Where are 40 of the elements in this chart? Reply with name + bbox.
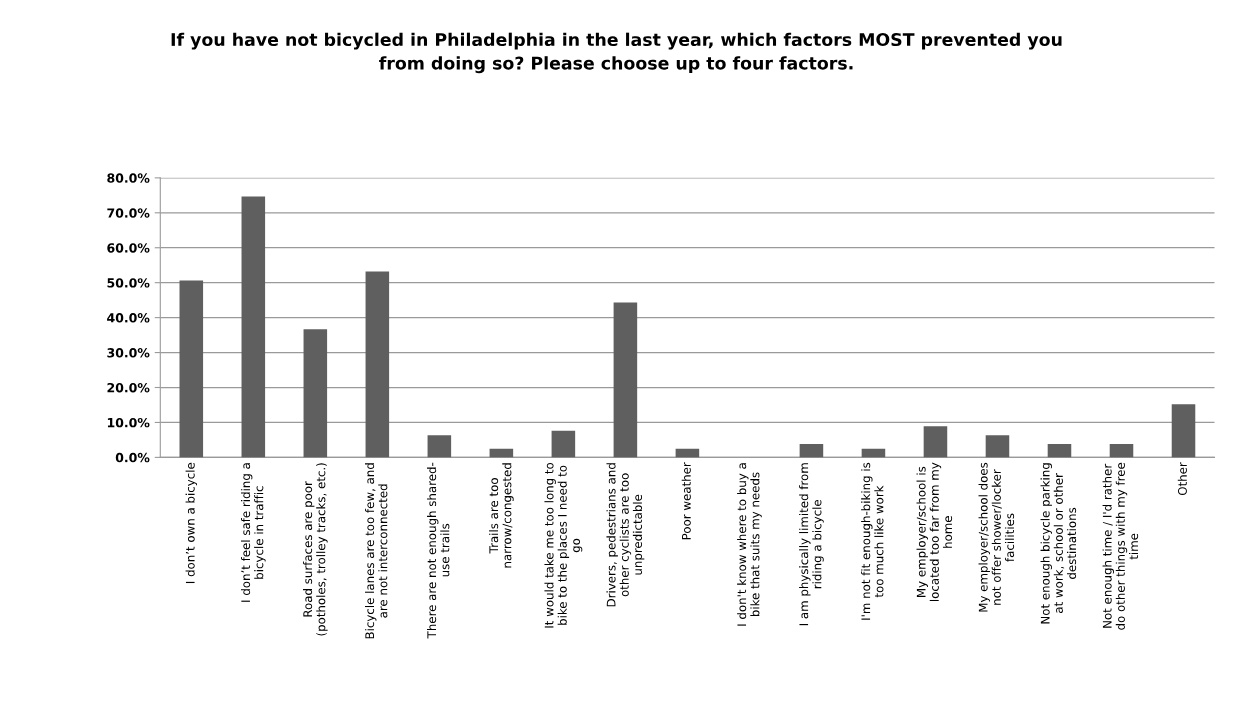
x-tick-label: Drivers, pedestrians and other cyclists are too unpredictable bbox=[606, 463, 645, 607]
y-tick-label: 10.0% bbox=[107, 417, 150, 428]
bar bbox=[551, 430, 576, 458]
x-tick-label: My employer/school does not offer shower/locker facilities bbox=[978, 462, 1015, 612]
y-tick-label: 50.0% bbox=[107, 278, 150, 288]
x-tick-label: Not enough time / I'd rather do other things with my free time bbox=[1102, 462, 1139, 630]
x-tick-label: Bicycle lanes are too few, and are not interconnected bbox=[365, 463, 388, 639]
chart-title: If you have not bicycled in Philadelphia in the last year, which factors MOST prevented you from doing so? Please choose up to four factors. bbox=[171, 32, 1062, 74]
bar bbox=[179, 280, 204, 458]
bar bbox=[1171, 404, 1196, 458]
bar bbox=[427, 435, 452, 458]
x-tick-label: Poor weather bbox=[681, 462, 691, 540]
x-tick-label: It would take me too long to bike to the places I need to go bbox=[544, 462, 583, 628]
bar bbox=[365, 271, 390, 458]
bar bbox=[799, 444, 824, 458]
y-tick-label: 30.0% bbox=[107, 348, 150, 358]
bar bbox=[1047, 444, 1072, 458]
x-tick-label: Not enough bicycle parking at work, school or other destinations bbox=[1040, 463, 1077, 624]
y-tick-label: 0.0% bbox=[115, 452, 150, 463]
y-tick-label: 40.0% bbox=[107, 313, 150, 323]
x-tick-label: There are not enough shared- use trails bbox=[427, 462, 450, 639]
x-tick-label: Road surfaces are poor (potholes, trolley tracks, etc.) bbox=[303, 463, 328, 636]
bar bbox=[923, 426, 948, 458]
x-tick-label: I don't know where to buy a bike that suits my needs bbox=[737, 463, 762, 626]
x-tick-label: Other bbox=[1177, 462, 1187, 496]
y-tick-label: 80.0% bbox=[107, 173, 150, 183]
x-tick-label: I don’t feel safe riding a bicycle in traffic bbox=[240, 463, 266, 602]
y-tick-label: 60.0% bbox=[107, 243, 150, 253]
x-tick-label: I don’t own a bicycle bbox=[185, 462, 198, 584]
bar bbox=[613, 302, 638, 458]
bar bbox=[303, 329, 328, 458]
x-tick-label: I'm not fit enough-biking is too much like work bbox=[861, 462, 884, 620]
bar bbox=[241, 196, 266, 458]
bar bbox=[1109, 444, 1134, 458]
x-tick-label: My employer/school is located too far from my home bbox=[916, 462, 953, 602]
x-tick-label: Trails are too narrow/congested bbox=[489, 463, 514, 568]
y-tick-label: 70.0% bbox=[107, 208, 150, 218]
x-tick-label: I am physically limited from riding a bicycle bbox=[799, 463, 824, 626]
y-tick-label: 20.0% bbox=[107, 382, 150, 393]
bar bbox=[985, 435, 1010, 458]
